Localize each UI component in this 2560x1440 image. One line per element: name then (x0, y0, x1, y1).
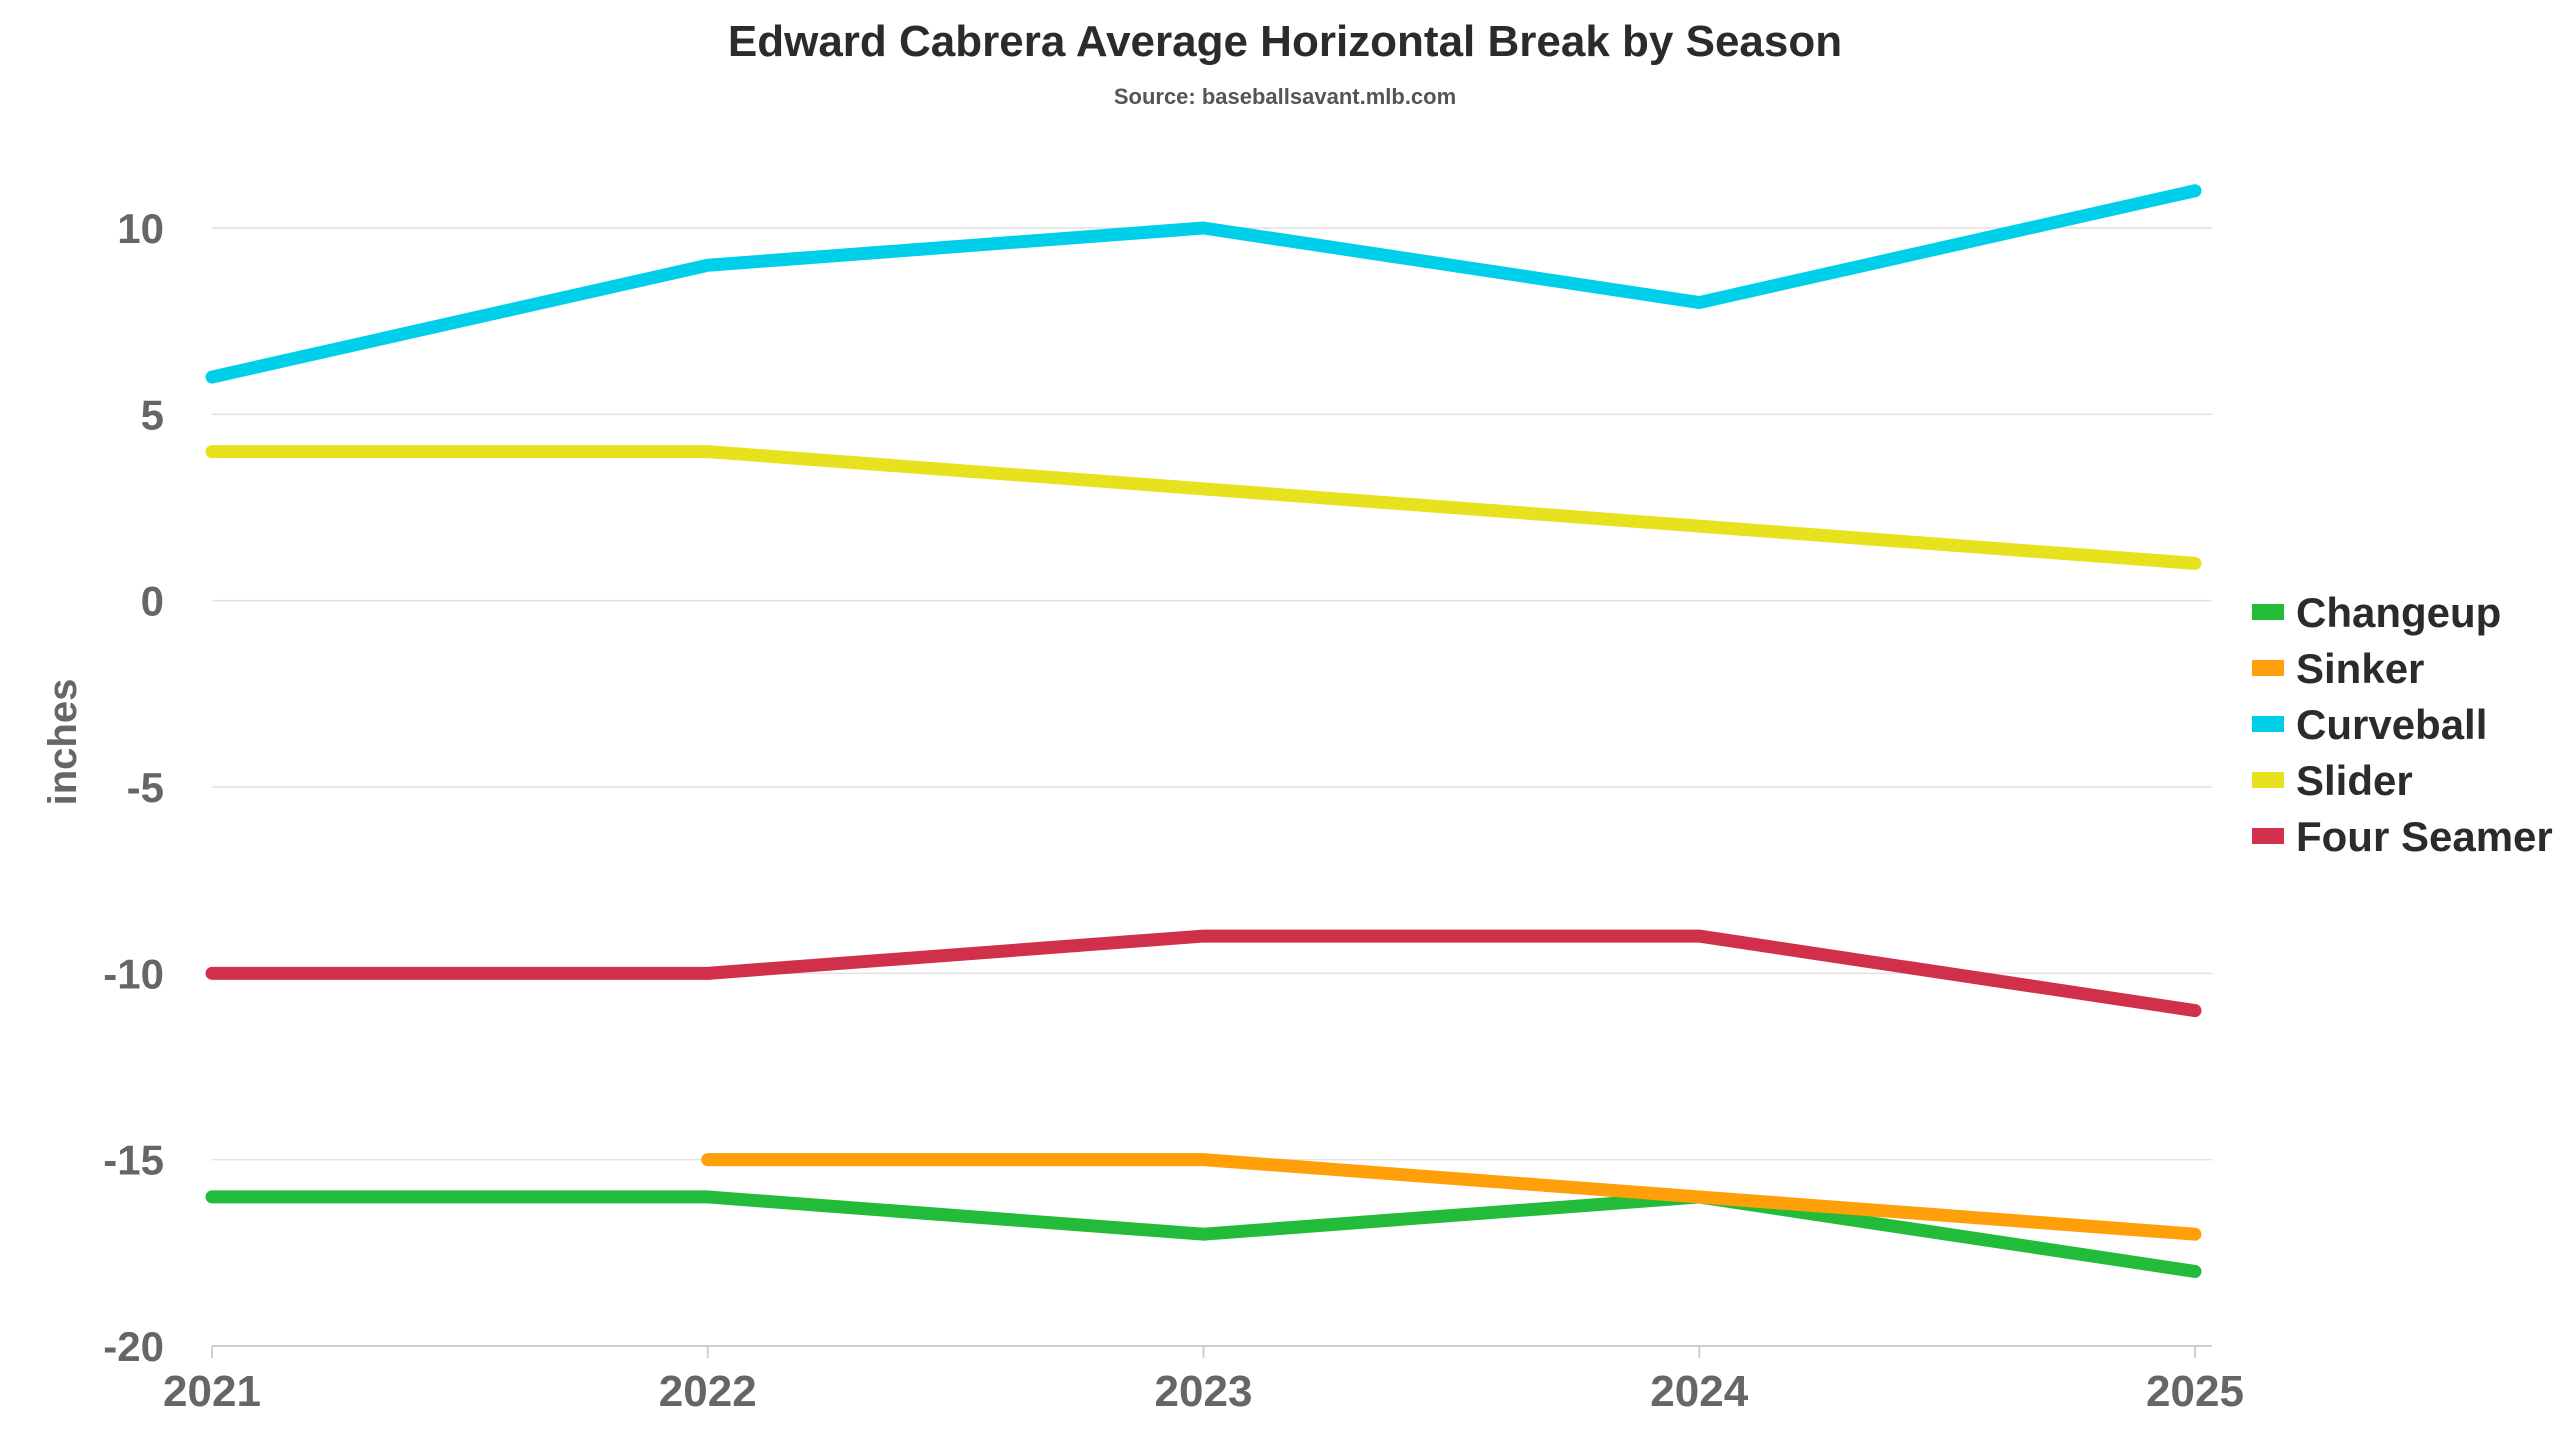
legend-swatch-slider (2252, 772, 2284, 788)
legend-swatch-curveball (2252, 716, 2284, 732)
legend-swatch-sinker (2252, 660, 2284, 676)
y-tick-label: -10 (103, 950, 164, 997)
legend: Changeup Sinker Curveball Slider Four Seamer (2252, 589, 2553, 860)
x-tick-label: 2021 (163, 1367, 261, 1416)
legend-item-sinker: Sinker (2252, 645, 2424, 692)
y-tick-label: 10 (117, 205, 164, 252)
legend-swatch-changeup (2252, 604, 2284, 620)
legend-item-slider: Slider (2252, 757, 2413, 804)
legend-label-sinker: Sinker (2296, 645, 2424, 692)
series-line-sinker (701, 1153, 2202, 1241)
grid-layer (212, 227, 2212, 1161)
series-line-four-seamer (205, 929, 2202, 1018)
x-tick-label: 2024 (1650, 1367, 1748, 1416)
y-tick-label: -20 (103, 1323, 164, 1370)
y-tick-label: 5 (141, 391, 164, 438)
y-tick-label: 0 (141, 578, 164, 625)
x-tick-label: 2022 (659, 1367, 757, 1416)
series-line-curveball (205, 184, 2202, 384)
legend-item-changeup: Changeup (2252, 589, 2501, 636)
legend-label-slider: Slider (2296, 757, 2413, 804)
series-line-changeup (205, 1190, 2202, 1278)
legend-label-four-seamer: Four Seamer (2296, 813, 2553, 860)
series-layer (205, 184, 2202, 1278)
x-tick-label: 2025 (2146, 1367, 2244, 1416)
legend-item-four-seamer: Four Seamer (2252, 813, 2553, 860)
series-line-slider (205, 445, 2202, 570)
chart-title: Edward Cabrera Average Horizontal Break … (728, 17, 1842, 66)
x-tick-label: 2023 (1155, 1367, 1253, 1416)
chart-subtitle: Source: baseballsavant.mlb.com (1114, 84, 1456, 109)
legend-item-curveball: Curveball (2252, 701, 2487, 748)
legend-swatch-four-seamer (2252, 828, 2284, 844)
legend-label-curveball: Curveball (2296, 701, 2487, 748)
legend-label-changeup: Changeup (2296, 589, 2501, 636)
y-axis-label: inches (41, 679, 85, 806)
y-tick-label: -15 (103, 1137, 164, 1184)
y-tick-label: -5 (127, 764, 164, 811)
